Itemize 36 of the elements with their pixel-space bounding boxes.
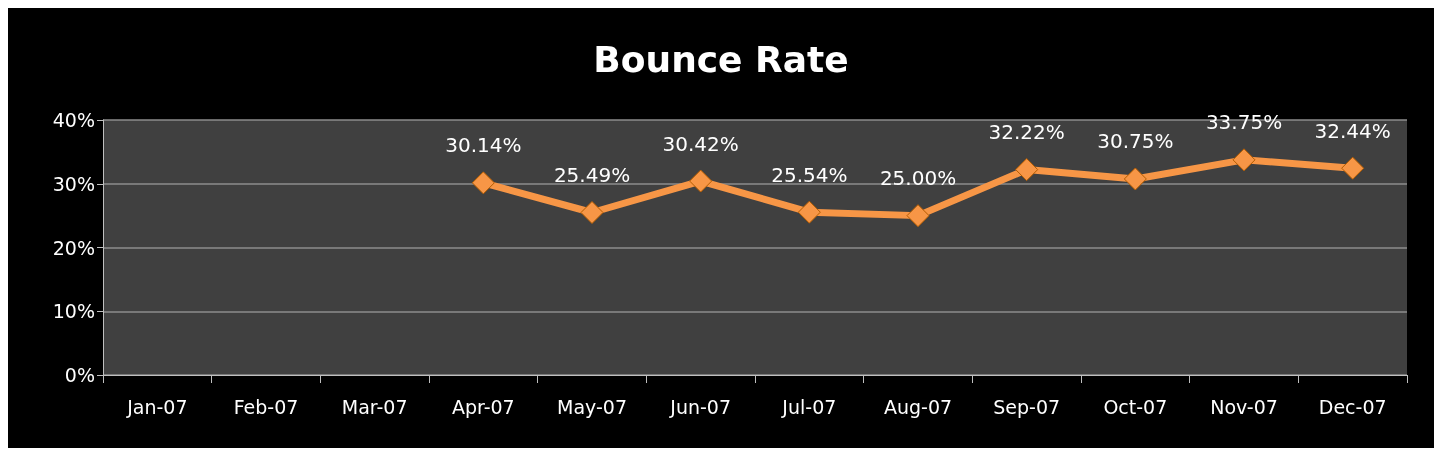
- y-tick-label: 20%: [52, 236, 95, 259]
- data-label: 32.44%: [1314, 118, 1391, 143]
- data-label: 25.00%: [879, 166, 957, 191]
- x-tick-label: Mar-07: [341, 395, 408, 418]
- x-tick-label: Sep-07: [993, 395, 1061, 418]
- data-label: 30.42%: [662, 131, 739, 156]
- x-tick-label: Jun-07: [669, 395, 732, 418]
- chart-title: Bounce Rate: [593, 38, 849, 80]
- point: [689, 169, 713, 193]
- x-tick-label: Aug-07: [883, 395, 953, 418]
- data-label: 32.22%: [988, 120, 1065, 145]
- point: [797, 200, 821, 224]
- x-tick-label: Dec-07: [1318, 395, 1387, 418]
- x-tick-label: Nov-07: [1210, 395, 1278, 418]
- x-tick-label: Feb-07: [233, 395, 299, 418]
- data-label: 25.54%: [771, 162, 848, 187]
- point: [1015, 158, 1039, 182]
- point: [580, 201, 604, 224]
- data-label: 25.49%: [553, 163, 631, 187]
- point: [1232, 148, 1256, 172]
- data-label: 30.14%: [445, 133, 522, 158]
- x-tick-label: Oct-07: [1103, 395, 1168, 418]
- data-label: 30.75%: [1097, 129, 1174, 154]
- data-label: 33.75%: [1205, 110, 1283, 135]
- x-tick-label: Apr-07: [451, 395, 515, 418]
- point: [1123, 167, 1147, 191]
- y-tick-label: 10%: [52, 300, 95, 323]
- y-tick-label: 0%: [64, 364, 95, 386]
- y-tick-label: 30%: [52, 172, 95, 195]
- point: [906, 204, 930, 228]
- x-tick-label: May-07: [557, 395, 627, 418]
- y-tick-label: 40%: [52, 109, 95, 131]
- point: [471, 171, 495, 195]
- point: [1341, 156, 1365, 180]
- x-tick-label: Jul-07: [781, 395, 837, 418]
- x-tick-label: Jan-07: [126, 395, 188, 418]
